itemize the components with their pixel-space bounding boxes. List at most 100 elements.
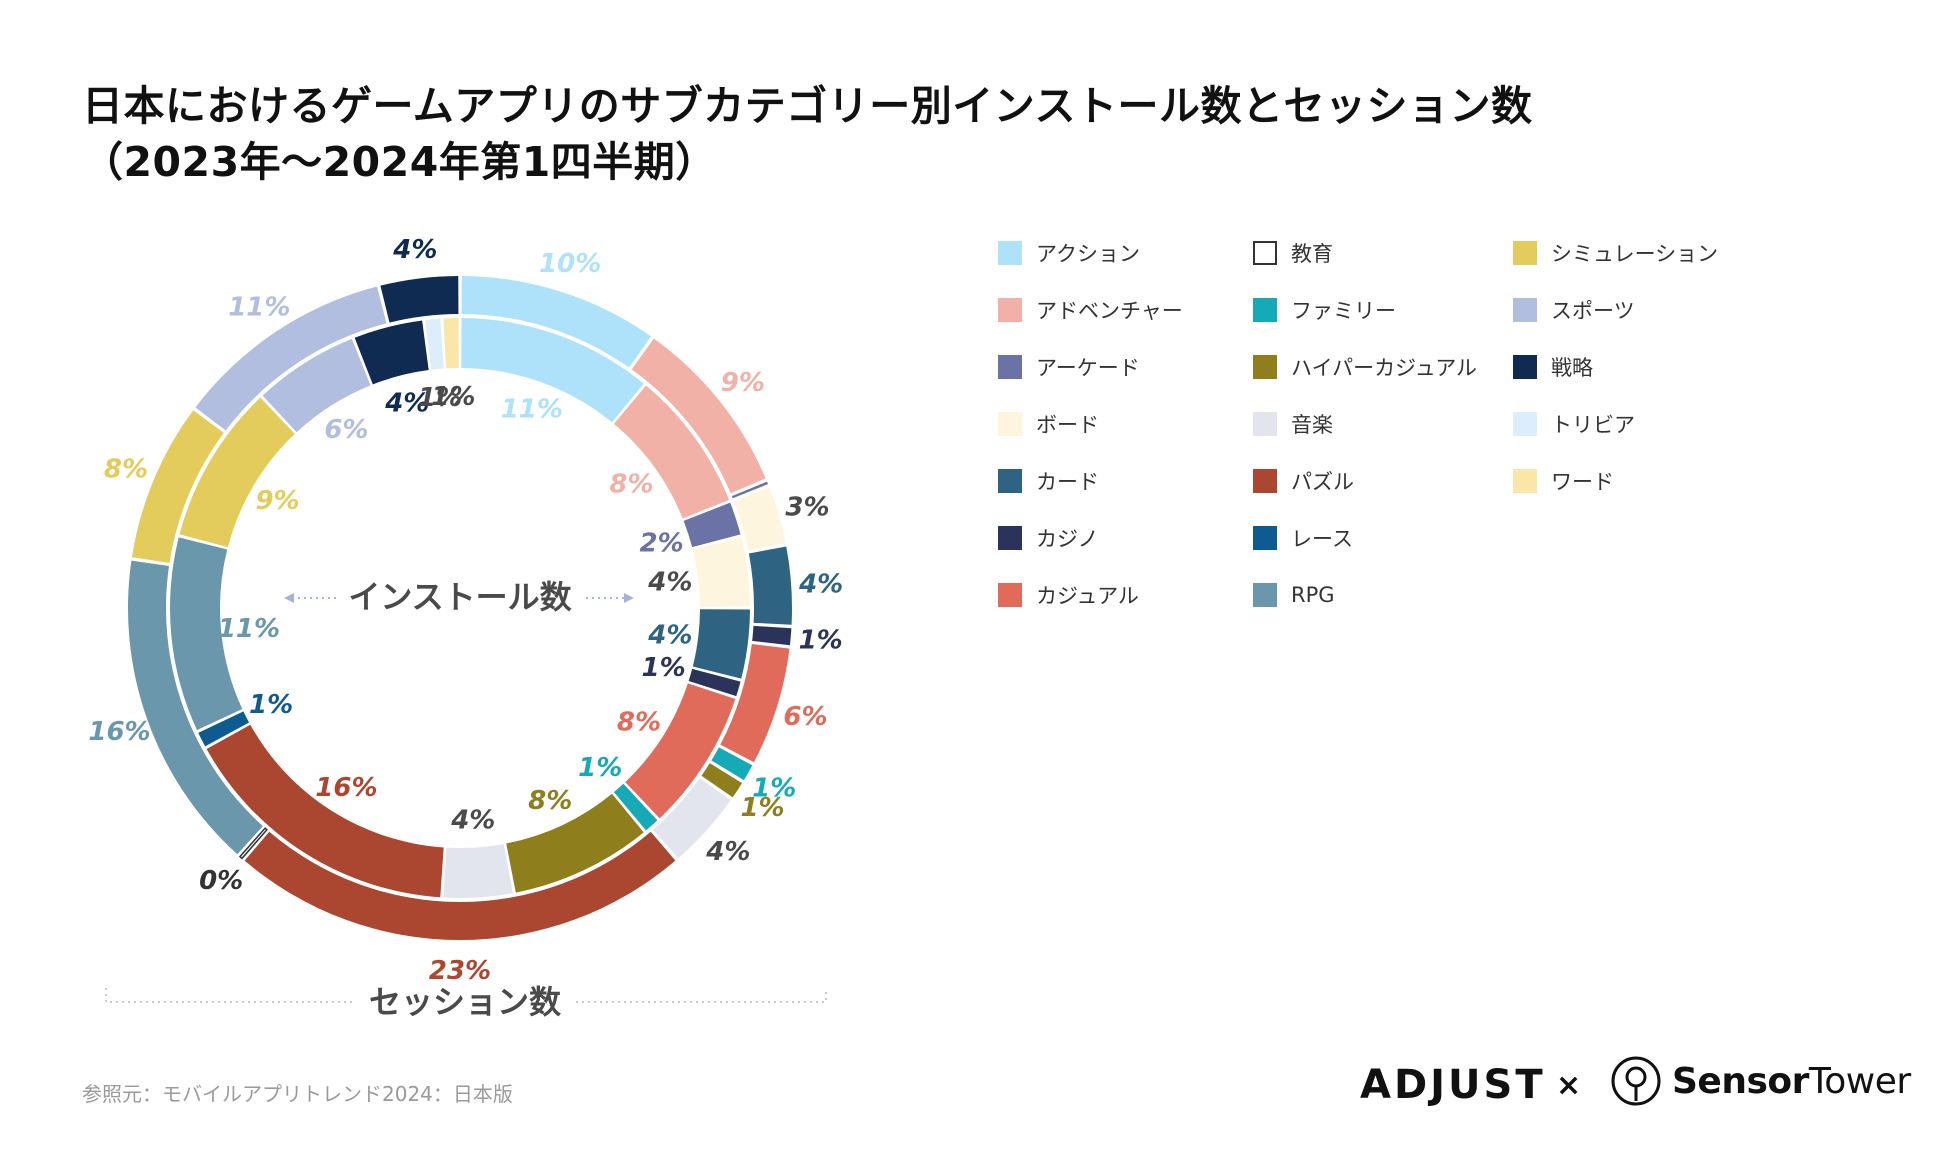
legend-label-board: ボード — [1036, 413, 1099, 437]
outer-slice-card — [748, 546, 792, 625]
inner-slice-action — [461, 318, 644, 423]
sensortower-logo: SensorTower — [1610, 1055, 1911, 1107]
inner-label-board: 4% — [647, 567, 692, 597]
inner-slice-sports — [262, 338, 371, 433]
legend-item-card: カード — [998, 466, 1099, 496]
inner-label-casino: 1% — [642, 653, 686, 683]
legend-item-rpg: RPG — [1253, 580, 1335, 610]
source-note: 参照元：モバイルアプリトレンド2024：日本版 — [82, 1082, 513, 1106]
outer-slice-action — [461, 276, 652, 368]
outer-label-simulation: 8% — [104, 454, 148, 484]
legend-swatch-arcade — [998, 355, 1022, 379]
inner-label-sports: 6% — [324, 415, 368, 445]
legend-swatch-word — [1513, 469, 1537, 493]
inner-slice-hypercasual — [506, 793, 644, 893]
inner-slice-casual — [625, 683, 736, 819]
legend-swatch-card — [998, 469, 1022, 493]
legend-label-sports: スポーツ — [1551, 299, 1635, 323]
bottom-label: セッション数 — [369, 983, 562, 1021]
legend-label-strategy: 戦略 — [1551, 356, 1593, 380]
sensortower-icon — [1611, 1056, 1661, 1106]
legend-label-racing: レース — [1291, 527, 1353, 551]
legend-item-education: 教育 — [1253, 238, 1333, 268]
outer-slice-arcade — [731, 481, 769, 499]
legend-item-strategy: 戦略 — [1513, 352, 1593, 382]
outer-slice-casino — [752, 625, 792, 646]
inner-label-action: 11% — [501, 395, 563, 425]
legend-swatch-family — [1253, 298, 1277, 322]
outer-label-rpg: 16% — [88, 717, 150, 747]
outer-label-casino: 1% — [799, 625, 843, 655]
outer-label-strategy: 4% — [392, 235, 437, 265]
legend-item-puzzle: パズル — [1253, 466, 1354, 496]
chart-title: 日本におけるゲームアプリのサブカテゴリー別インストール数とセッション数 （202… — [82, 78, 1532, 190]
inner-slice-music — [443, 843, 513, 898]
outer-slice-family — [711, 747, 753, 781]
inner-slice-trivia — [425, 318, 444, 370]
outer-slice-music — [653, 778, 731, 859]
outer-slice-casual — [720, 643, 790, 763]
legend-label-adventure: アドベンチャー — [1036, 299, 1183, 323]
legend-label-education: 教育 — [1291, 242, 1333, 266]
legend-swatch-music — [1253, 412, 1277, 436]
inner-label-arcade: 2% — [640, 528, 684, 558]
legend-swatch-education — [1253, 241, 1277, 265]
outer-slice-hypercasual — [701, 763, 743, 798]
outer-label-hypercasual: 1% — [740, 793, 784, 823]
outer-label-education: 0% — [199, 866, 243, 896]
inner-slice-racing — [198, 711, 250, 747]
legend-label-music: 音楽 — [1291, 413, 1333, 437]
legend-label-word: ワード — [1551, 470, 1614, 494]
inner-slice-adventure — [613, 385, 730, 519]
legend: アクションアドベンチャーアーケードボードカードカジノカジュアル 教育ファミリーハイ… — [998, 238, 1758, 658]
bottom-bracket-right — [576, 988, 827, 1003]
inner-slice-strategy — [354, 320, 429, 385]
outer-slice-simulation — [131, 410, 224, 564]
outer-label-adventure: 9% — [721, 368, 765, 398]
ring-installs — [169, 318, 750, 898]
outer-label-card: 4% — [798, 569, 843, 599]
legend-label-puzzle: パズル — [1291, 470, 1354, 494]
legend-swatch-simulation — [1513, 241, 1537, 265]
inner-label-strategy: 4% — [384, 389, 429, 419]
inner-label-word: 1% — [431, 382, 475, 412]
inner-label-puzzle: 16% — [315, 773, 377, 803]
bottom-bracket-left — [105, 988, 354, 1003]
outer-label-sports: 11% — [228, 293, 290, 323]
outer-slice-adventure — [631, 338, 766, 494]
legend-swatch-hypercasual — [1253, 355, 1277, 379]
legend-item-racing: レース — [1253, 523, 1353, 553]
outer-label-puzzle: 23% — [429, 956, 491, 986]
inner-slice-simulation — [179, 397, 295, 548]
inner-label-adventure: 8% — [609, 469, 653, 499]
legend-item-sports: スポーツ — [1513, 295, 1635, 325]
inner-slice-board — [692, 537, 750, 607]
legend-swatch-board — [998, 412, 1022, 436]
outer-label-casual: 6% — [783, 702, 827, 732]
outer-slice-rpg — [127, 560, 263, 855]
chart-title-line2: （2023年〜2024年第1四半期） — [82, 138, 717, 186]
outer-label-music: 4% — [705, 837, 750, 867]
legend-label-action: アクション — [1036, 242, 1140, 266]
legend-label-casual: カジュアル — [1036, 584, 1139, 608]
inner-label-trivia: 1% — [418, 383, 462, 413]
legend-label-card: カード — [1036, 470, 1099, 494]
sensortower-wordmark: SensorTower — [1672, 1060, 1911, 1102]
inner-slice-word — [443, 318, 459, 369]
legend-label-family: ファミリー — [1291, 299, 1396, 323]
legend-label-hypercasual: ハイパーカジュアル — [1291, 356, 1478, 380]
inner-slice-casino — [688, 668, 741, 697]
legend-item-adventure: アドベンチャー — [998, 295, 1183, 325]
inner-slice-puzzle — [206, 724, 444, 898]
legend-item-action: アクション — [998, 238, 1140, 268]
outer-label-action: 10% — [539, 249, 601, 279]
inner-label-rpg: 11% — [218, 614, 280, 644]
legend-label-casino: カジノ — [1036, 527, 1099, 551]
center-label: インストール数 — [348, 578, 572, 616]
legend-label-trivia: トリビア — [1551, 413, 1635, 437]
legend-item-hypercasual: ハイパーカジュアル — [1253, 352, 1477, 382]
legend-item-board: ボード — [998, 409, 1099, 439]
times-sign: × — [1556, 1068, 1582, 1103]
legend-item-arcade: アーケード — [998, 352, 1140, 382]
inner-label-music: 4% — [450, 806, 495, 836]
